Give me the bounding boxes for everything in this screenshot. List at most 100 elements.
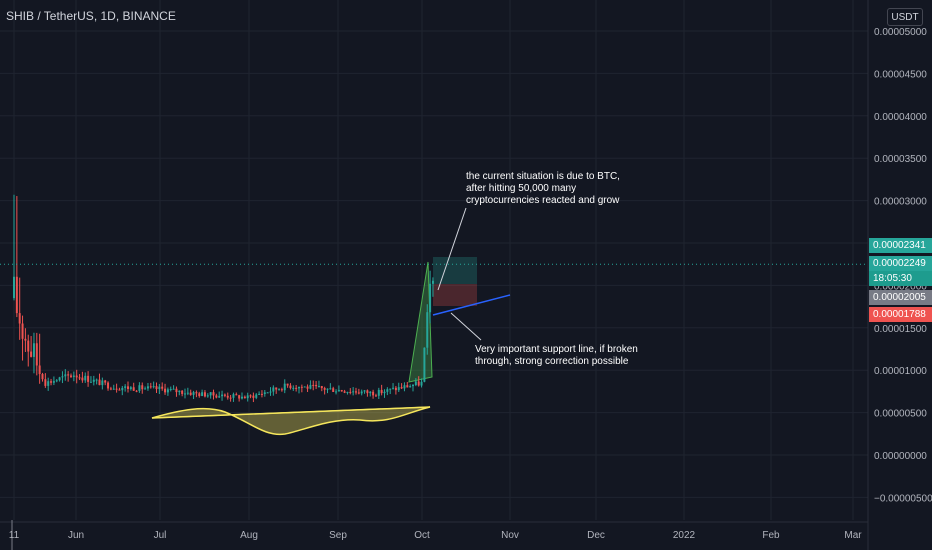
candle-body	[235, 394, 238, 396]
candle-body	[38, 365, 41, 375]
arrow-drawing	[408, 261, 433, 383]
candle-body	[355, 391, 357, 393]
y-tick-label: 0.00002000	[874, 281, 927, 292]
candle-body	[369, 391, 372, 394]
candle-body	[221, 394, 224, 397]
candle-body	[61, 376, 64, 378]
candle-body	[426, 312, 429, 348]
stop-loss-price-tag: 0.00001788	[869, 307, 932, 322]
candle-body	[312, 384, 315, 386]
candle-body	[109, 388, 112, 390]
candle-body	[252, 395, 255, 398]
candle-body	[374, 395, 377, 397]
candle-body	[332, 388, 335, 392]
support-annotation-line: Very important support line, if broken	[475, 344, 638, 355]
candle-body	[141, 385, 144, 390]
y-tick-label: 0.00000500	[874, 409, 927, 420]
candle-body	[346, 391, 349, 393]
candle-body	[383, 391, 386, 394]
support-annotation-line: through, strong correction possible	[475, 356, 629, 367]
candle-body	[72, 375, 75, 377]
candle-body	[124, 386, 127, 388]
candle-body	[104, 380, 107, 383]
candle-body	[246, 395, 249, 399]
candle-body	[229, 397, 232, 399]
candle-body	[337, 390, 340, 392]
candle-body	[149, 386, 152, 388]
candle-body	[323, 388, 326, 390]
candle-body	[44, 379, 47, 386]
candle-body	[317, 386, 320, 388]
candle-body	[300, 386, 303, 388]
candle-body	[298, 386, 300, 389]
y-tick-label: 0.00001000	[874, 366, 927, 377]
candle-body	[357, 392, 360, 394]
btc-annotation[interactable]: the current situation is due to BTC, aft…	[466, 171, 620, 207]
y-tick-label: 0.00004000	[874, 112, 927, 123]
candle-body	[389, 388, 392, 390]
btc-annotation-line: cryptocurrencies reacted and grow	[466, 195, 620, 206]
candle-body	[386, 389, 389, 392]
symbol-title[interactable]: SHIB / TetherUS, 1D, BINANCE	[6, 9, 176, 23]
candle-body	[107, 382, 110, 389]
candle-body	[152, 386, 155, 388]
candle-body	[215, 395, 218, 398]
take-profit-price-tag: 0.00002341	[869, 238, 932, 253]
candle-body	[329, 388, 332, 390]
support-annotation[interactable]: Very important support line, if broken t…	[475, 344, 638, 368]
entry-price-tag: 0.00002005	[869, 290, 932, 305]
candle-body	[75, 375, 78, 378]
candle-body	[78, 377, 81, 379]
btc-pointer-line	[437, 207, 467, 291]
candle-body	[343, 391, 346, 393]
candle-body	[81, 377, 84, 381]
x-tick-label: Dec	[587, 530, 605, 541]
candle-body	[360, 391, 363, 394]
candle-body	[24, 338, 27, 341]
candle-body	[166, 389, 169, 393]
candle-body	[186, 392, 189, 394]
candle-body	[226, 395, 229, 398]
candle-body	[206, 395, 209, 397]
candle-body	[203, 392, 206, 397]
candle-body	[118, 389, 121, 391]
candle-body	[266, 392, 269, 394]
candle-body	[417, 381, 420, 386]
candle-body	[127, 386, 129, 389]
candle-body	[50, 381, 53, 383]
candle-body	[132, 387, 135, 391]
x-tick-label: Jun	[68, 530, 84, 541]
candle-body	[255, 394, 258, 398]
candle-body	[412, 385, 414, 387]
last-price-tag: 0.00002249	[869, 256, 932, 271]
candle-body	[249, 395, 252, 397]
candle-body	[138, 385, 141, 391]
candle-body	[198, 393, 201, 396]
time-axis: 11 Jun Jul Aug Sep Oct Nov Dec 2022 Feb Mar	[9, 530, 862, 541]
candle-body	[272, 387, 275, 392]
support-pointer-line	[450, 312, 482, 341]
x-tick-label: Oct	[414, 530, 430, 541]
candle-body	[161, 386, 164, 389]
candle-body	[223, 394, 226, 396]
candle-body	[429, 283, 432, 313]
candle-body	[70, 375, 72, 377]
candle-body	[41, 374, 44, 380]
candle-body	[144, 388, 147, 390]
candle-body	[158, 386, 161, 390]
candle-body	[218, 396, 221, 398]
x-tick-label: Nov	[501, 530, 519, 541]
candle-body	[35, 343, 38, 366]
x-tick-label: 11	[9, 530, 20, 541]
candle-body	[400, 387, 403, 389]
candle-body	[67, 374, 70, 376]
currency-badge[interactable]: USDT	[887, 8, 923, 26]
candle-body	[366, 390, 369, 394]
candle-body	[112, 388, 115, 390]
candle-body	[406, 385, 409, 388]
candle-body	[30, 351, 33, 357]
x-tick-label: Feb	[762, 530, 780, 541]
x-tick-label: Aug	[240, 530, 258, 541]
x-tick-label: Jul	[154, 530, 167, 541]
